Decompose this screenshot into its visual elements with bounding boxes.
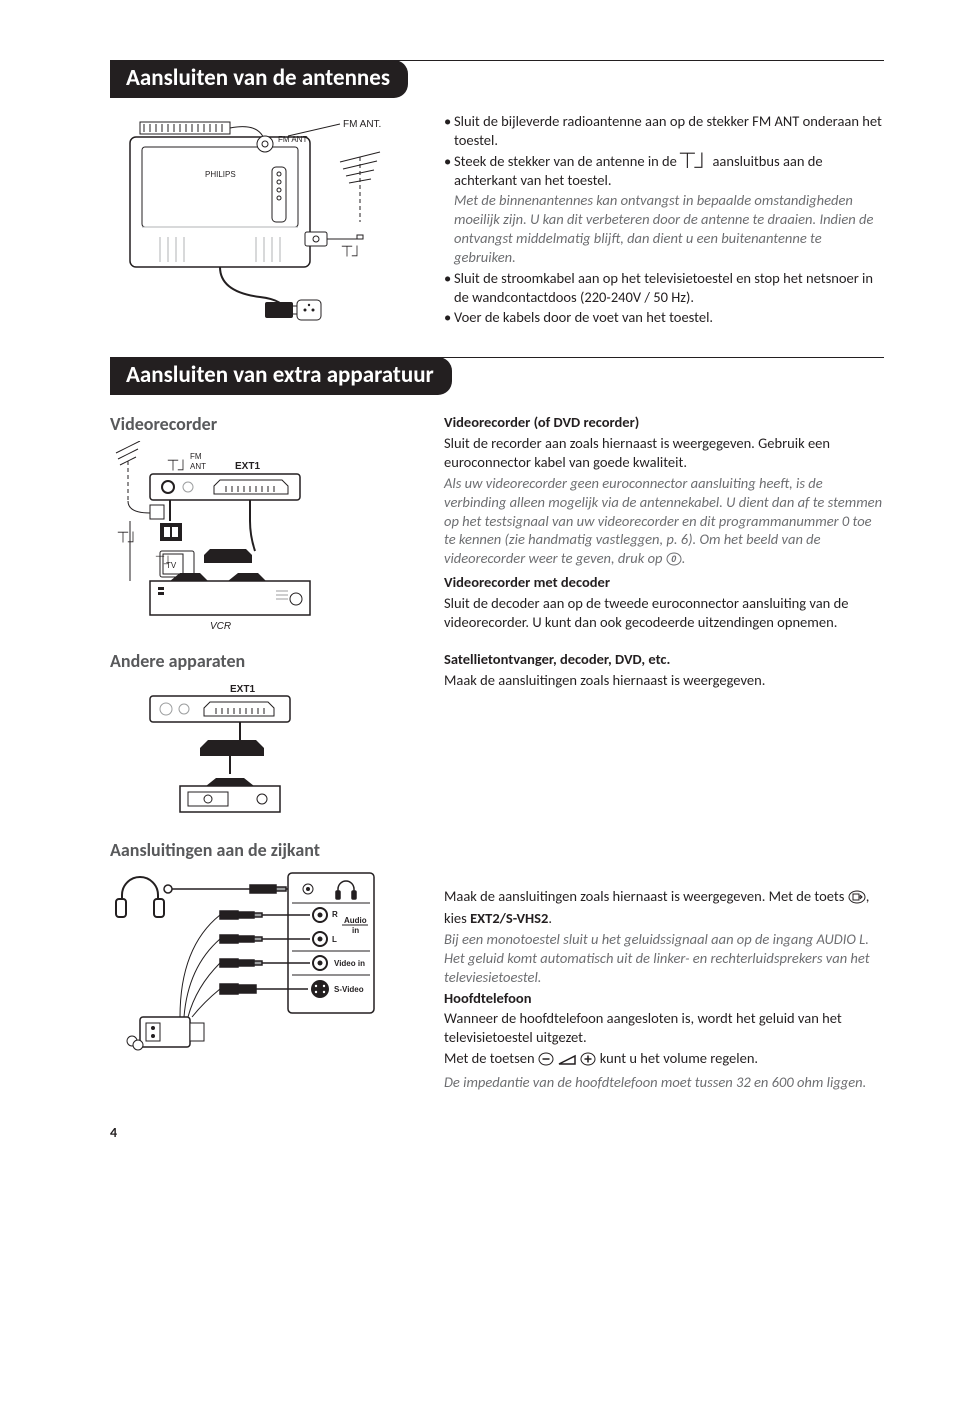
side-p1: Maak de aansluitingen zoals hiernaast is… [444,887,884,928]
side-note2: De impedantie van de hoofdtelefoon moet … [444,1073,884,1092]
vcr-p2: Sluit de decoder aan op de tweede euroco… [444,594,884,632]
svg-text:⏉⏌: ⏉⏌ [117,531,138,544]
vcr-left: Videorecorder FM ANT ⏉⏌ EXT1 [110,413,420,636]
other-left-heading: Andere apparaten [110,650,420,672]
side-sub2: Hoofdtelefoon [444,989,884,1008]
svg-text:⏉⏌: ⏉⏌ [341,245,362,258]
antenna-glyph-icon: ⏉⏌ [680,152,709,170]
side-left: R Audio in L Video in S-Video [110,867,420,1062]
block-other: Andere apparaten EXT1 [110,650,884,823]
vcr-left-heading: Videorecorder [110,413,420,435]
vcr-note1-b: . [682,549,686,567]
fmant-label: FM ANT. [343,119,381,130]
side-p3b: kunt u het volume regelen. [596,1049,758,1067]
section-heading-row-2: Aansluiten van extra apparatuur [110,357,884,395]
section-heading-row-1: Aansluiten van de antennes [110,60,884,98]
svg-text:FM: FM [190,452,202,461]
vcr-p1: Sluit de recorder aan zoals hiernaast is… [444,434,884,472]
svg-text:PHILIPS: PHILIPS [205,170,236,179]
key-zero-icon: 0 [666,552,682,571]
vcr-right-heading: Videorecorder (of DVD recorder) [444,413,884,432]
svg-text:R: R [332,910,338,919]
antenna-diagram-icon: PHILIPS FM ANT FM ANT. [110,112,410,322]
svg-text:L: L [332,935,337,944]
svg-text:⏉⏌: ⏉⏌ [167,459,188,472]
block-vcr: Videorecorder FM ANT ⏉⏌ EXT1 [110,413,884,636]
svg-text:EXT1: EXT1 [230,684,255,695]
vcr-sub2: Videorecorder met decoder [444,573,884,592]
side-p3a: Met de toetsen [444,1049,538,1067]
bullet-text: Sluit de stroomkabel aan op het televisi… [454,269,873,306]
bullet-item: Sluit de bijleverde radioantenne aan op … [444,112,884,150]
vcr-right: Videorecorder (of DVD recorder) Sluit de… [444,413,884,633]
svg-text:EXT1: EXT1 [235,461,260,472]
section1-body: PHILIPS FM ANT FM ANT. [110,112,884,329]
minus-key-icon [538,1052,554,1071]
vcr-diagram-icon: FM ANT ⏉⏌ EXT1 [110,441,340,631]
side-p3: Met de toetsen kunt u het volume regelen… [444,1049,884,1071]
svg-text:S-Video: S-Video [334,985,364,994]
bullet-item: Sluit de stroomkabel aan op het televisi… [444,269,884,307]
bullet-text: Voer de kabels door de voet van het toes… [454,308,713,326]
section-heading-2: Aansluiten van extra apparatuur [110,357,452,395]
section-heading-1: Aansluiten van de antennes [110,60,408,98]
other-p1: Maak de aansluitingen zoals hiernaast is… [444,671,884,690]
svg-text:Audio: Audio [344,916,367,925]
svg-text:in: in [352,926,359,935]
side-left-heading: Aansluitingen aan de zijkant [110,839,884,861]
section1-figure: PHILIPS FM ANT FM ANT. [110,112,420,327]
side-right: Maak de aansluitingen zoals hiernaast is… [444,867,884,1093]
section1-bullets: Sluit de bijleverde radioantenne aan op … [444,112,884,327]
vcr-note1-a: Als uw videorecorder geen euroconnector … [444,474,882,567]
other-left: Andere apparaten EXT1 [110,650,420,823]
bullet-note: Met de binnenantennes kan ontvangst in b… [454,191,884,266]
other-right-heading: Satellietontvanger, decoder, DVD, etc. [444,650,884,669]
source-key-icon [848,890,866,909]
svg-text:⏉⏌: ⏉⏌ [155,555,172,565]
vcr-note1: Als uw videorecorder geen euroconnector … [444,474,884,571]
svg-text:Video in: Video in [334,959,365,968]
bullet-item: Steek de stekker van de antenne in de ⏉⏌… [444,152,884,267]
side-note1: Bij een monotoestel sluit u het geluidss… [444,930,884,987]
side-p1c: . [548,909,552,927]
page-number: 4 [110,1124,884,1141]
block-side: Aansluitingen aan de zijkant R [110,839,884,1093]
bullet-text: Steek de stekker van de antenne in de [454,152,680,170]
svg-text:0: 0 [671,554,676,564]
side-p1-bold: EXT2/S-VHS2 [470,909,548,927]
svg-text:ANT: ANT [190,462,206,471]
other-right: Satellietontvanger, decoder, DVD, etc. M… [444,650,884,692]
side-p1a: Maak de aansluitingen zoals hiernaast is… [444,887,848,905]
plus-key-icon [580,1052,596,1071]
volume-triangle-icon [557,1052,577,1071]
bullet-item: Voer de kabels door de voet van het toes… [444,308,884,327]
bullet-text: Sluit de bijleverde radioantenne aan op … [454,112,882,149]
side-diagram-icon: R Audio in L Video in S-Video [110,867,410,1057]
other-diagram-icon: EXT1 [110,678,310,818]
section1-text: Sluit de bijleverde radioantenne aan op … [444,112,884,329]
svg-text:VCR: VCR [210,621,231,631]
svg-text:FM ANT: FM ANT [278,135,307,144]
side-p2: Wanneer de hoofdtelefoon aangesloten is,… [444,1009,884,1047]
manual-page: Aansluiten van de antennes PHILIPS [0,0,954,1181]
